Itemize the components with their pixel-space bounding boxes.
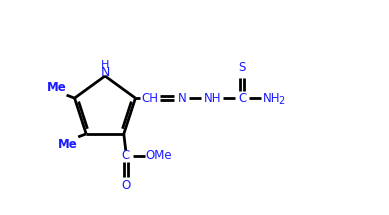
Text: O: O: [121, 179, 130, 192]
Text: Me: Me: [47, 81, 67, 94]
Text: C: C: [238, 92, 247, 105]
Text: NH: NH: [263, 92, 280, 105]
Text: C: C: [122, 149, 130, 162]
Text: N: N: [100, 66, 110, 80]
Text: OMe: OMe: [145, 149, 172, 162]
Text: NH: NH: [204, 92, 221, 105]
Text: Me: Me: [58, 138, 78, 151]
Text: 2: 2: [278, 96, 285, 106]
Text: H: H: [101, 60, 109, 70]
Text: CH: CH: [141, 92, 158, 105]
Text: N: N: [178, 92, 187, 105]
Text: S: S: [239, 61, 246, 74]
